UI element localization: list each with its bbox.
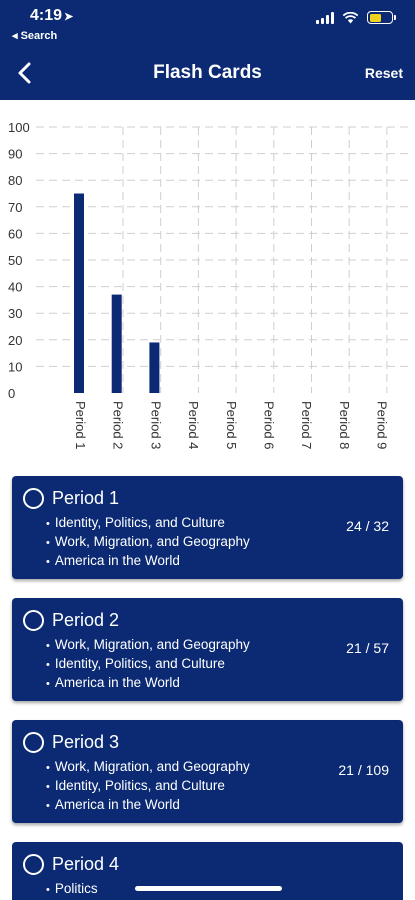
y-tick-label: 10 xyxy=(8,359,22,374)
x-tick-label: Period 7 xyxy=(299,401,314,449)
y-tick-label: 50 xyxy=(8,253,22,268)
topic-item: Identity, Politics, and Culture xyxy=(46,777,250,796)
y-tick-label: 30 xyxy=(8,306,22,321)
cellular-signal-icon xyxy=(316,11,334,24)
location-arrow-icon: ➤ xyxy=(64,11,74,23)
battery-icon xyxy=(367,11,396,24)
x-tick-label: Period 8 xyxy=(337,401,352,449)
period-title: Period 4 xyxy=(52,854,120,874)
chart-grid xyxy=(36,126,410,393)
topic-item: Work, Migration, and Geography xyxy=(46,636,250,655)
y-tick-label: 100 xyxy=(8,120,30,135)
y-tick-label: 20 xyxy=(8,333,22,348)
card-progress-count: 21 / 57 xyxy=(346,640,389,656)
topic-item: America in the World xyxy=(46,674,250,693)
y-tick-label: 40 xyxy=(8,280,22,295)
chart-y-axis: 0 10 20 30 40 50 60 70 80 90 100 xyxy=(8,120,30,401)
x-tick-label: Period 3 xyxy=(148,401,163,449)
topic-list: Work, Migration, and Geography Identity,… xyxy=(46,758,250,815)
page-title: Flash Cards xyxy=(153,62,262,83)
y-tick-label: 0 xyxy=(8,386,15,401)
chart-x-axis: Period 1 Period 2 Period 3 Period 4 Period 5… xyxy=(73,401,390,449)
card-progress-count: 21 / 109 xyxy=(338,762,389,778)
x-tick-label: Period 9 xyxy=(375,401,390,449)
wifi-icon xyxy=(342,11,359,23)
home-indicator xyxy=(135,886,282,891)
topic-item: Work, Migration, and Geography xyxy=(46,533,250,552)
topic-list: Identity, Politics, and Culture Work, Mi… xyxy=(46,514,250,571)
y-tick-label: 70 xyxy=(8,200,22,215)
x-tick-label: Period 6 xyxy=(262,401,277,449)
app-header: 4:19 ➤ ◂ Search Flash Cards Reset xyxy=(0,0,415,100)
period-title: Period 2 xyxy=(52,610,120,630)
period-title: Period 3 xyxy=(52,732,120,752)
back-chevron-icon[interactable] xyxy=(14,60,38,86)
chart-bars xyxy=(74,193,160,393)
topic-list: Politics xyxy=(46,880,98,899)
period-title: Period 1 xyxy=(52,488,120,508)
status-back-to-app[interactable]: ◂ Search xyxy=(12,30,58,42)
chart-bar xyxy=(74,193,84,393)
x-tick-label: Period 1 xyxy=(73,401,88,449)
radio-circle-icon[interactable] xyxy=(23,732,44,753)
period-card-2[interactable]: Period 2 Work, Migration, and Geography … xyxy=(12,598,403,701)
topic-item: Identity, Politics, and Culture xyxy=(46,655,250,674)
topic-item: America in the World xyxy=(46,796,250,815)
topic-item: Work, Migration, and Geography xyxy=(46,758,250,777)
card-progress-count: 24 / 32 xyxy=(346,518,389,534)
chart-bar xyxy=(111,294,122,393)
x-tick-label: Period 4 xyxy=(186,401,201,449)
topic-item: Politics xyxy=(46,880,98,899)
period-card-4[interactable]: Period 4 Politics xyxy=(12,842,403,900)
y-tick-label: 90 xyxy=(8,147,22,162)
period-card-1[interactable]: Period 1 Identity, Politics, and Culture… xyxy=(12,476,403,579)
topic-list: Work, Migration, and Geography Identity,… xyxy=(46,636,250,693)
chart-bar xyxy=(149,342,160,393)
period-card-3[interactable]: Period 3 Work, Migration, and Geography … xyxy=(12,720,403,823)
radio-circle-icon[interactable] xyxy=(23,488,44,509)
radio-circle-icon[interactable] xyxy=(23,854,44,875)
status-time-text: 4:19 xyxy=(30,7,63,24)
radio-circle-icon[interactable] xyxy=(23,610,44,631)
status-time: 4:19 ➤ xyxy=(30,7,73,25)
topic-item: America in the World xyxy=(46,552,250,571)
x-tick-label: Period 5 xyxy=(224,401,239,449)
status-icons xyxy=(316,11,396,24)
topic-item: Identity, Politics, and Culture xyxy=(46,514,250,533)
y-tick-label: 60 xyxy=(8,226,22,241)
x-tick-label: Period 2 xyxy=(111,401,126,449)
reset-button[interactable]: Reset xyxy=(364,65,403,81)
y-tick-label: 80 xyxy=(8,173,22,188)
